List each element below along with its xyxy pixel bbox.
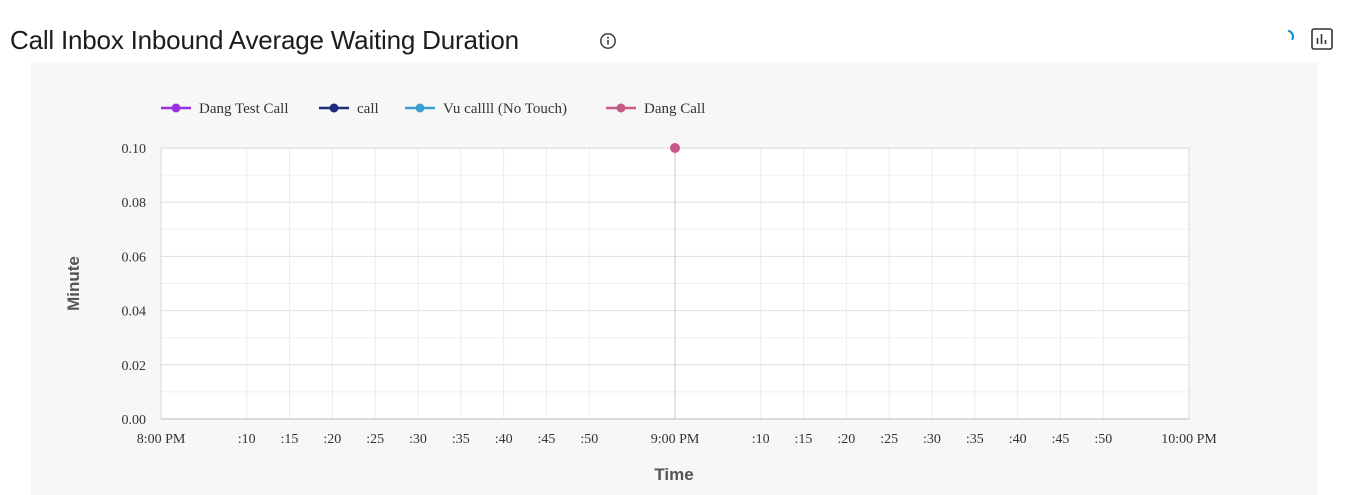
x-tick-label: :45 (1052, 432, 1070, 447)
bar-chart-icon[interactable] (1310, 27, 1334, 51)
legend-label[interactable]: Vu callll (No Touch) (443, 101, 567, 117)
chart-panel: 0.00 0.02 0.04 0.06 0.08 0.10 8:00 PM :10 :15 :20… (31, 62, 1318, 495)
x-tick-label: :20 (323, 432, 341, 447)
y-tick-label: 0.08 (122, 196, 147, 211)
x-tick-label: 8:00 PM (137, 432, 186, 447)
x-tick-label: 10:00 PM (1161, 432, 1217, 447)
x-tick-label: :40 (1009, 432, 1027, 447)
info-circle-icon[interactable] (599, 32, 617, 50)
y-tick-label: 0.06 (122, 250, 147, 265)
legend-swatch-marker[interactable] (329, 103, 339, 113)
x-tick-label: :30 (409, 432, 427, 447)
x-tick-label: :10 (752, 432, 770, 447)
x-axis-title: Time (654, 465, 693, 484)
legend-swatch-marker[interactable] (171, 103, 181, 113)
x-tick-label: :15 (795, 432, 813, 447)
loading-spinner-icon (1287, 29, 1295, 41)
legend-swatch-marker[interactable] (616, 103, 626, 113)
x-tick-label: :25 (880, 432, 898, 447)
legend-label[interactable]: Dang Call (644, 101, 705, 117)
data-point[interactable] (670, 143, 680, 153)
x-tick-label: :50 (580, 432, 598, 447)
x-tick-label: :50 (1094, 432, 1112, 447)
y-tick-label: 0.04 (122, 305, 147, 320)
x-tick-label: 9:00 PM (651, 432, 700, 447)
x-tick-label: :45 (538, 432, 556, 447)
x-tick-label: :35 (966, 432, 984, 447)
x-tick-label: :40 (495, 432, 513, 447)
x-tick-label: :35 (452, 432, 470, 447)
legend-label[interactable]: Dang Test Call (199, 101, 289, 117)
y-tick-label: 0.00 (122, 413, 147, 428)
x-tick-label: :10 (238, 432, 256, 447)
page-title: Call Inbox Inbound Average Waiting Durat… (10, 25, 519, 55)
x-tick-label: :25 (366, 432, 384, 447)
line-chart: 0.00 0.02 0.04 0.06 0.08 0.10 8:00 PM :10 :15 :20… (64, 101, 1217, 484)
y-tick-label: 0.10 (122, 142, 147, 157)
legend-label[interactable]: call (357, 101, 379, 117)
legend-swatch-marker[interactable] (415, 103, 425, 113)
chart-header: Call Inbox Inbound Average Waiting Durat… (0, 0, 1350, 62)
x-tick-label: :30 (923, 432, 941, 447)
y-axis-title: Minute (64, 256, 83, 311)
x-tick-label: :15 (281, 432, 299, 447)
x-tick-label: :20 (837, 432, 855, 447)
y-tick-label: 0.02 (122, 359, 147, 374)
